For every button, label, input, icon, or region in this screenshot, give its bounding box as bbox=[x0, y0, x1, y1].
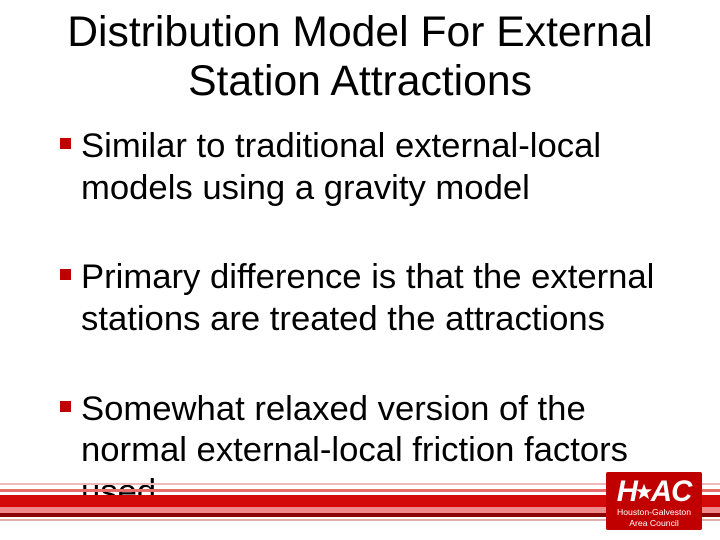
slide: Distribution Model For External Station … bbox=[0, 0, 720, 540]
square-bullet-icon bbox=[60, 138, 71, 149]
slide-title: Distribution Model For External Station … bbox=[0, 0, 720, 118]
logo-letter-left: H bbox=[617, 477, 637, 506]
logo-letter-right: AC bbox=[651, 477, 691, 506]
slide-footer: H AC Houston-Galveston Area Council bbox=[0, 465, 720, 540]
logo-subtitle-line2: Area Council bbox=[629, 519, 679, 528]
bullet-text: Similar to traditional external-local mo… bbox=[81, 126, 680, 209]
logo-text-main: H AC bbox=[617, 477, 692, 506]
square-bullet-icon bbox=[60, 401, 71, 412]
square-bullet-icon bbox=[60, 269, 71, 280]
logo-subtitle-line1: Houston-Galveston bbox=[617, 508, 691, 517]
bullet-text: Primary difference is that the external … bbox=[81, 257, 680, 340]
bullet-item: Similar to traditional external-local mo… bbox=[60, 126, 680, 209]
logo: H AC Houston-Galveston Area Council bbox=[606, 472, 702, 530]
bullet-item: Primary difference is that the external … bbox=[60, 257, 680, 340]
